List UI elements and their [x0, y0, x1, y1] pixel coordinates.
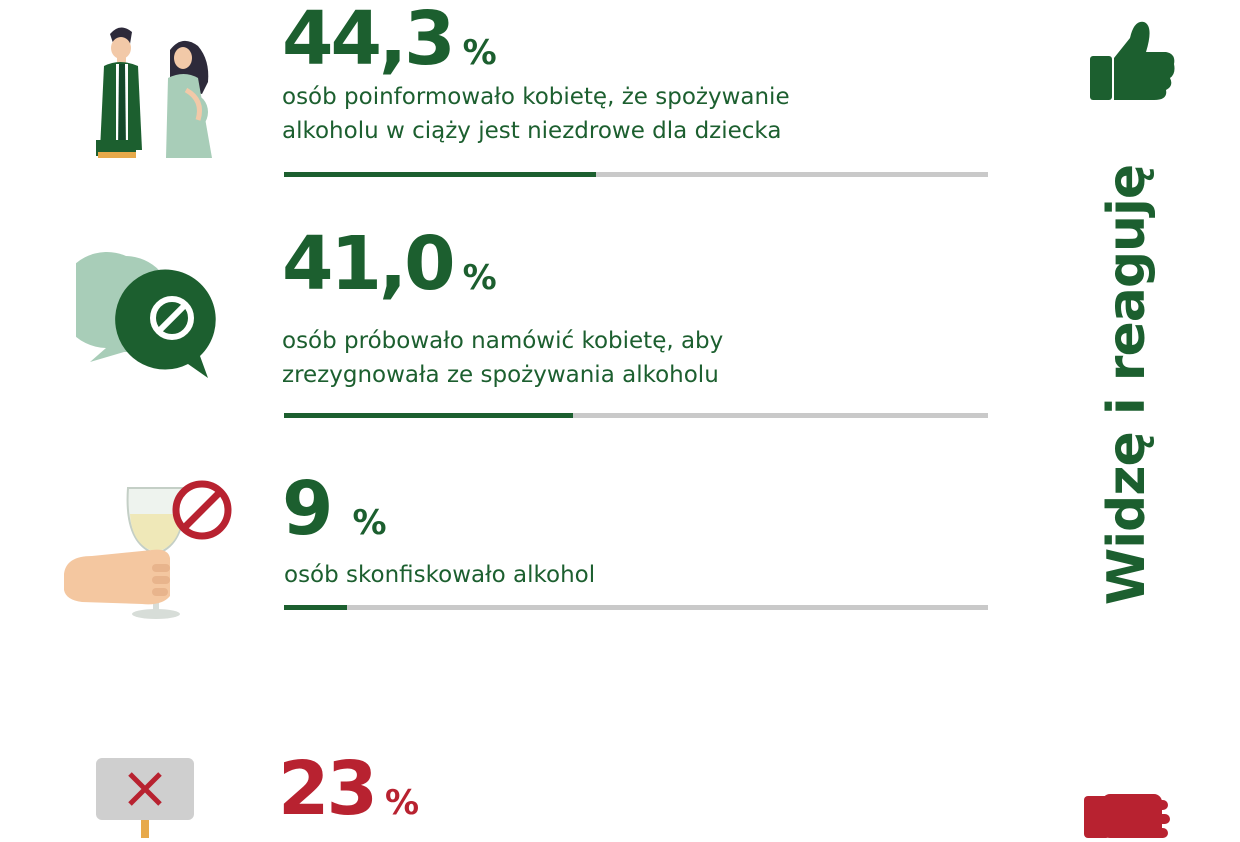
stat-value: 9 — [282, 466, 333, 552]
stat-unit: % — [352, 503, 387, 543]
stat-value-row: 23% — [278, 752, 419, 826]
hand-wine-glass-forbidden-icon — [62, 474, 238, 624]
stat-value-row: 44,3% — [282, 2, 497, 76]
stat-description: osób próbowało namówić kobietę, aby zrez… — [282, 324, 723, 392]
speech-bubbles-forbidden-icon — [58, 252, 226, 382]
stat-description: osób skonfiskowało alkohol — [284, 558, 595, 592]
stat-description-line: osób skonfiskowało alkohol — [284, 562, 596, 588]
stat-unit: % — [462, 258, 497, 298]
section-title: Widzę i reaguję — [1097, 164, 1157, 606]
stat-description-line: alkoholu w ciąży jest niezdrowe dla dzie… — [282, 118, 782, 144]
stat-description-line: osób próbowało namówić kobietę, aby — [282, 328, 724, 354]
stat-description: osób poinformowało kobietę, że spożywani… — [282, 80, 790, 148]
man-and-pregnant-woman-icon — [86, 20, 221, 162]
stat-value-row: 41,0% — [282, 227, 497, 301]
progress-fill — [284, 172, 596, 177]
progress-bar — [284, 172, 988, 177]
stat-value: 44,3 — [282, 0, 456, 82]
progress-bar — [284, 413, 988, 418]
thumbs-up-icon — [1088, 16, 1178, 102]
x-sign-icon — [96, 758, 196, 838]
progress-bar — [284, 605, 988, 610]
stat-unit: % — [384, 783, 420, 823]
stat-unit: % — [462, 33, 497, 73]
progress-fill — [284, 605, 348, 610]
progress-fill — [284, 413, 573, 418]
thumbs-down-icon — [1082, 792, 1172, 838]
stat-value: 41,0 — [282, 221, 456, 307]
stat-description-line: osób poinformowało kobietę, że spożywani… — [282, 84, 790, 110]
stat-value: 23 — [278, 746, 378, 832]
stat-value-row: 9% — [282, 472, 387, 546]
stat-description-line: zrezygnowała ze spożywania alkoholu — [282, 362, 719, 388]
